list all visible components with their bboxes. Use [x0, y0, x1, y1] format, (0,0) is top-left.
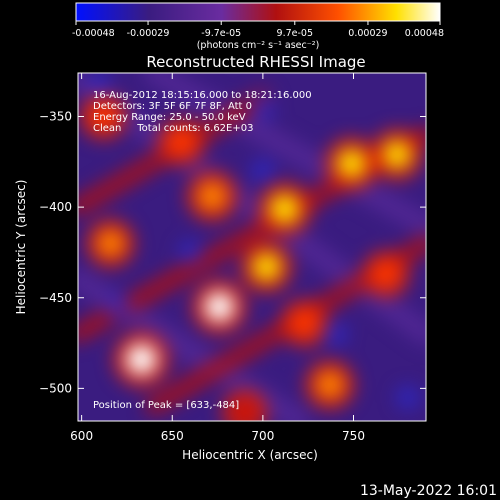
colorbar-tick-label: 0.00048	[405, 28, 444, 39]
bright-source	[97, 230, 124, 257]
bright-source	[168, 129, 194, 155]
colorbar-tick-label: 0.00029	[348, 28, 387, 39]
bright-source	[337, 149, 367, 179]
colorbar-tick-label: -9.7e-05	[201, 28, 241, 39]
y-tick-label: −400	[39, 200, 72, 214]
info-line-time: 16-Aug-2012 18:15:16.000 to 18:21:16.000	[93, 90, 312, 101]
colorbar-ticks: -0.00048 -0.00029 -9.7e-05 9.7e-05 0.00029 0.…	[72, 21, 444, 39]
bright-source	[126, 343, 157, 375]
y-axis-title: Heliocentric Y (arcsec)	[14, 180, 28, 315]
x-tick-label: 600	[70, 429, 93, 443]
peak-position-label: Position of Peak = [633,-484]	[93, 400, 239, 411]
bright-source	[91, 104, 116, 129]
y-tick-label: −450	[39, 291, 72, 305]
x-tick-label: 700	[251, 429, 274, 443]
negative-lobe	[143, 73, 426, 237]
info-line-detectors: Detectors: 3F 5F 6F 7F 8F, Att 0	[93, 101, 252, 112]
bright-source	[270, 194, 300, 224]
bright-source	[252, 252, 281, 281]
info-line-clean: Clean Total counts: 6.62E+03	[93, 123, 253, 134]
bright-source	[204, 291, 235, 322]
negative-pocket	[105, 294, 130, 319]
bright-source	[233, 400, 257, 421]
colorbar-tick-label: -0.00029	[127, 28, 170, 39]
negative-pocket	[323, 322, 348, 346]
plot-frame	[77, 72, 427, 422]
bright-source	[373, 261, 399, 287]
colorbar-unit-label: (photons cm⁻² s⁻¹ asec⁻²)	[197, 40, 320, 51]
bright-source	[198, 182, 226, 210]
chart-title: Reconstructed RHESSI Image	[146, 53, 365, 71]
colorbar	[75, 2, 441, 22]
negative-lobe	[78, 73, 426, 345]
bright-source	[292, 310, 318, 336]
bright-source	[383, 140, 411, 169]
x-tick-label: 650	[161, 429, 184, 443]
x-tick-label: 750	[342, 429, 365, 443]
negative-pocket	[250, 158, 275, 183]
heatmap-area	[78, 73, 426, 421]
negative-pocket	[87, 73, 112, 96]
colorbar-tick-label: -0.00048	[72, 28, 115, 39]
colorbar-tick-label: 9.7e-05	[277, 28, 313, 39]
info-line-energy: Energy Range: 25.0 - 50.0 keV	[93, 112, 246, 123]
negative-pocket	[178, 240, 203, 265]
negative-pocket	[250, 95, 275, 120]
y-axis-ticks: −500 −450 −400 −350	[39, 110, 426, 395]
y-tick-label: −500	[39, 381, 72, 395]
bright-source	[316, 371, 344, 398]
x-axis-title: Heliocentric X (arcsec)	[182, 448, 318, 462]
y-tick-label: −350	[39, 110, 72, 124]
footer-timestamp: 13-May-2022 16:01	[360, 483, 497, 499]
negative-pocket	[395, 385, 420, 410]
x-axis-ticks: 600 650 700 750	[70, 73, 365, 443]
